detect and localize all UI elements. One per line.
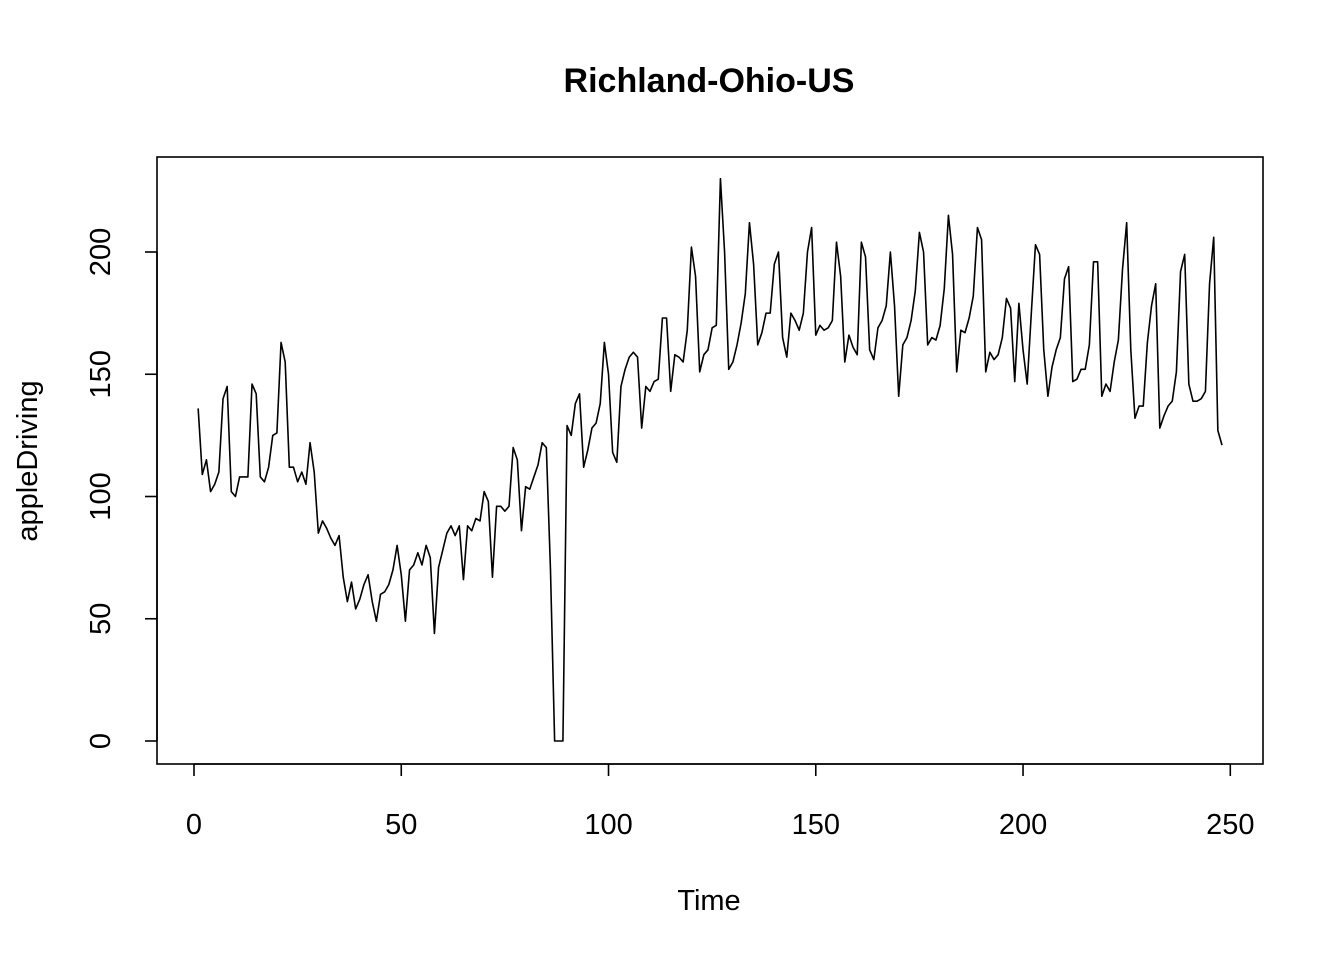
x-tick-label: 50 <box>385 809 417 841</box>
y-tick-label: 200 <box>85 228 117 276</box>
y-tick-label: 50 <box>85 603 117 635</box>
y-tick-label: 150 <box>85 350 117 398</box>
x-tick-label: 200 <box>999 809 1047 841</box>
x-axis-label: Time <box>677 885 740 917</box>
y-axis-label: appleDriving <box>12 380 44 541</box>
x-tick-label: 0 <box>186 809 202 841</box>
x-tick-label: 150 <box>792 809 840 841</box>
chart-title: Richland-Ohio-US <box>564 62 855 100</box>
y-tick-label: 0 <box>85 733 117 749</box>
y-tick-label: 100 <box>85 472 117 520</box>
x-tick-label: 100 <box>584 809 632 841</box>
x-tick-label: 250 <box>1206 809 1254 841</box>
